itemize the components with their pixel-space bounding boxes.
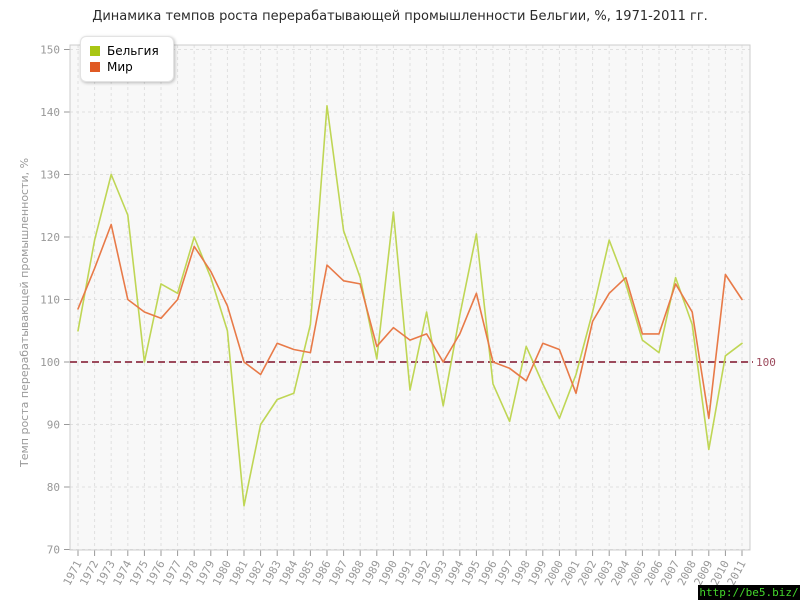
legend-swatch	[90, 46, 100, 56]
y-tick-label: 80	[47, 481, 60, 494]
y-tick-label: 140	[40, 106, 60, 119]
legend-swatch	[90, 62, 100, 72]
guide-line-100: 100	[70, 356, 776, 369]
legend-item-belgium[interactable]: Бельгия	[90, 44, 159, 58]
series-line-world	[77, 223, 743, 420]
legend: Бельгия Мир	[80, 36, 174, 82]
y-tick-label: 120	[40, 231, 60, 244]
legend-label: Мир	[107, 60, 133, 74]
watermark-link[interactable]: http://be5.biz/	[698, 585, 800, 600]
y-tick-label: 90	[47, 419, 60, 432]
y-tick-label: 70	[47, 544, 60, 557]
y-tick-label: 130	[40, 169, 60, 182]
y-ticks	[64, 49, 70, 550]
y-tick-label: 110	[40, 294, 60, 307]
legend-label: Бельгия	[107, 44, 159, 58]
plot-border	[69, 44, 751, 551]
y-tick-label: 100	[40, 356, 60, 369]
chart-title: Динамика темпов роста перерабатывающей п…	[92, 9, 708, 24]
x-ticks	[77, 550, 743, 556]
guide-label: 100	[756, 356, 776, 369]
y-tick-labels: 70 80 90 100 110 120 130 140 150	[40, 44, 60, 557]
series-line-belgium	[77, 105, 743, 507]
legend-item-world[interactable]: Мир	[90, 60, 159, 74]
y-tick-label: 150	[40, 44, 60, 57]
x-tick-labels: 1971197219731974197519761977197819791980…	[61, 558, 749, 588]
